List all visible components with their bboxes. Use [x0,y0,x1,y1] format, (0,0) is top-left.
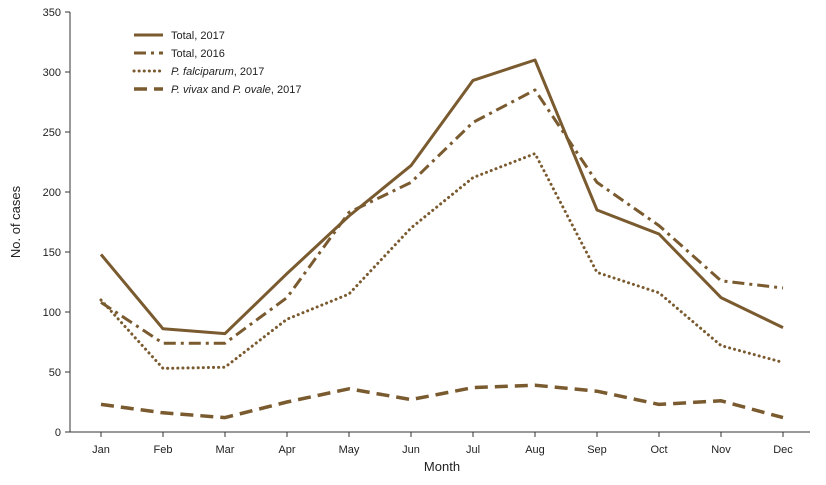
y-axis-title: No. of cases [8,185,23,258]
legend-label-part: P. vivax [171,84,209,96]
x-tick-label: Apr [278,444,295,456]
y-tick-label: 150 [43,247,61,259]
legend-label: Total, 2016 [171,48,225,60]
legend-label-part: , 2017 [234,66,265,78]
legend-label: P. vivax and P. ovale, 2017 [171,84,301,96]
y-tick-label: 0 [55,427,61,439]
x-tick-label: Mar [216,444,235,456]
legend-label: Total, 2017 [171,30,225,42]
y-tick-label: 50 [49,367,61,379]
y-tick-label: 250 [43,127,61,139]
legend-label-part: Total, 2016 [171,48,225,60]
axes [69,12,810,433]
series-layer [99,58,785,420]
x-tick-label: May [339,444,360,456]
series-line-p-vivax-and-p-ovale-2017 [100,383,784,420]
x-tick-label: Nov [711,444,731,456]
x-tick-label: Sep [587,444,607,456]
legend-label-part: P. falciparum [171,66,234,78]
y-tick-label: 350 [43,7,61,19]
y-tick-label: 200 [43,187,61,199]
series-line-total-2016 [100,88,784,345]
x-tick-label: Oct [650,444,667,456]
x-tick-label: Dec [773,444,793,456]
series-line-p-falciparum-2017 [99,152,785,370]
x-tick-label: Jul [466,444,480,456]
series-line-total-2017 [99,58,784,336]
legend-label-part: and [208,84,232,96]
legend-label-part: Total, 2017 [171,30,225,42]
y-axis-ticks: 0 50 100 150 200 250 300 350 [43,7,70,439]
legend-label-part: P. ovale [233,84,271,96]
legend-label: P. falciparum, 2017 [171,66,264,78]
x-tick-label: Jun [402,444,420,456]
y-tick-label: 100 [43,307,61,319]
x-axis-ticks: Jan Feb Mar Apr May Jun Jul Aug Sep Oct Nov Dec [92,432,793,456]
x-tick-label: Aug [525,444,545,456]
x-axis-title: Month [424,459,460,474]
x-tick-label: Jan [92,444,110,456]
y-tick-label: 300 [43,67,61,79]
legend-label-part: , 2017 [271,84,302,96]
x-tick-label: Feb [154,444,173,456]
